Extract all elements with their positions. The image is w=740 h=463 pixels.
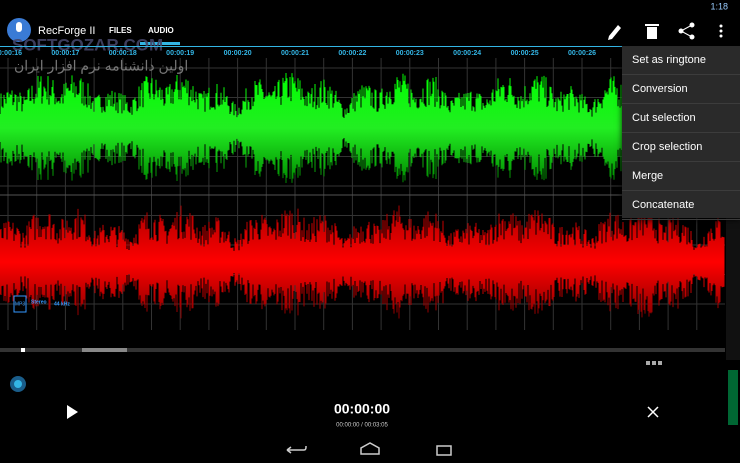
play-button[interactable] — [67, 405, 78, 419]
codec: MP3 — [15, 301, 26, 307]
timeline-label: 00:00:20 — [224, 50, 252, 57]
watermark-tagline: اولین دانشنامه نرم افزار ایران — [14, 58, 188, 75]
nav-home[interactable] — [360, 442, 380, 455]
timeline-label: 00:00:24 — [453, 50, 481, 57]
delete-lid[interactable] — [645, 24, 659, 26]
timeline-line — [0, 46, 725, 47]
timeline-label: 00:00:22 — [338, 50, 366, 57]
progress: 00:00:00 / 00:03:05 — [336, 423, 388, 429]
left-channel-wave — [0, 72, 725, 184]
share-icon[interactable] — [678, 22, 695, 40]
timeline-label: 00:00:16 — [0, 50, 22, 57]
menu-item[interactable]: Conversion — [622, 75, 740, 104]
menu-item[interactable]: Concatenate — [622, 191, 740, 220]
tab[interactable]: FILES — [109, 26, 132, 35]
codec-icon — [13, 295, 27, 313]
sample-rate: 44 kHz — [54, 301, 70, 307]
channels: Stereo — [31, 299, 47, 305]
edit-icon[interactable] — [608, 25, 621, 40]
scroll-thumb[interactable] — [82, 348, 127, 352]
timeline: 00:00:16 00:00:17 00:00:18 00:00:19 00:00:20… — [0, 50, 596, 57]
level-meter — [728, 370, 738, 425]
nav-recents[interactable] — [436, 445, 452, 456]
menu-item[interactable]: Cut selection — [622, 104, 740, 133]
drag-handle[interactable] — [646, 361, 662, 365]
watermark: SOFTGOZAR.COM — [12, 35, 163, 54]
scrollbar[interactable] — [0, 348, 725, 352]
position: 00:00:00 — [334, 401, 390, 417]
timeline-label: 00:00:17 — [51, 50, 79, 57]
menu-item[interactable]: Set as ringtone — [622, 46, 740, 75]
tab[interactable]: AUDIO — [148, 26, 174, 35]
seek-knob-center[interactable] — [14, 380, 22, 388]
mic-icon — [16, 22, 22, 32]
tab-indicator — [140, 42, 180, 45]
menu-item[interactable]: Merge — [622, 162, 740, 191]
delete-icon[interactable] — [647, 27, 657, 39]
menu-item[interactable]: Crop selection — [622, 133, 740, 162]
overflow-menu: Set as ringtone Conversion Cut selection Cr… — [622, 46, 740, 220]
action-bar — [0, 0, 740, 45]
app-title: RecForge II — [38, 25, 95, 37]
timeline-label: 00:00:21 — [281, 50, 309, 57]
timeline-label: 00:00:19 — [166, 50, 194, 57]
timeline-label: 00:00:25 — [511, 50, 539, 57]
timeline-label: 00:00:26 — [568, 50, 596, 57]
nav-back[interactable] — [286, 446, 307, 454]
timeline-label: 00:00:23 — [396, 50, 424, 57]
right-channel-wave — [0, 205, 725, 319]
clock: 1:18 — [710, 1, 728, 11]
timeline-label: 00:00:18 — [109, 50, 137, 57]
overflow-icon[interactable] — [719, 24, 723, 38]
close-button[interactable] — [647, 406, 659, 418]
scroll-marker — [21, 348, 25, 352]
